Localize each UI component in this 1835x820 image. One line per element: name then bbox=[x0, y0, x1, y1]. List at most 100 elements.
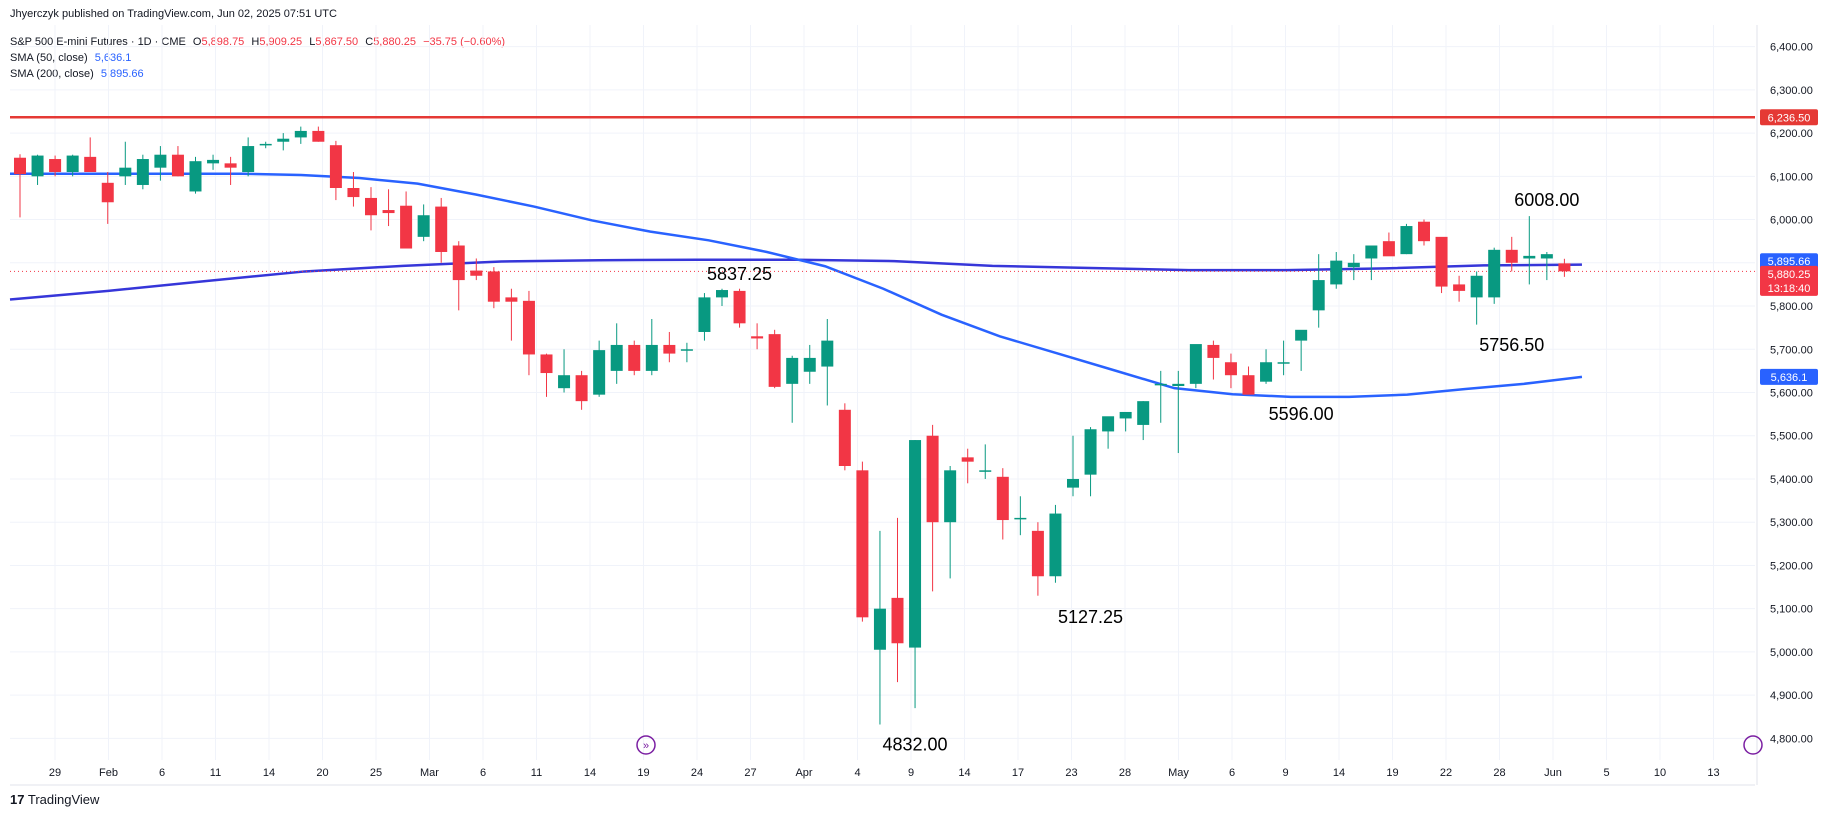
price-tag: 5,636.1 bbox=[1771, 372, 1808, 384]
y-tick-label: 5,400.00 bbox=[1770, 474, 1813, 486]
open-label: O bbox=[192, 36, 202, 48]
y-tick-label: 4,900.00 bbox=[1770, 690, 1813, 702]
candle-down bbox=[329, 145, 342, 188]
x-tick-label: 5 bbox=[1603, 767, 1609, 779]
price-annotation: 5596.00 bbox=[1269, 404, 1334, 424]
scroll-forward-icon[interactable] bbox=[636, 735, 656, 755]
candle-down bbox=[365, 197, 377, 216]
price-tag-bg bbox=[1760, 253, 1818, 270]
candle-up bbox=[979, 470, 992, 472]
candle-up bbox=[1330, 260, 1343, 285]
candle-up bbox=[645, 344, 658, 371]
candle-down bbox=[347, 187, 360, 198]
candle-up bbox=[1189, 344, 1202, 384]
candle-up bbox=[698, 297, 711, 332]
x-tick-label: 11 bbox=[210, 767, 221, 779]
candle-up bbox=[680, 349, 693, 351]
candle-up bbox=[1260, 362, 1273, 382]
x-tick-label: 27 bbox=[744, 767, 756, 779]
candle-up bbox=[1084, 429, 1097, 475]
candle-up bbox=[1119, 411, 1132, 419]
candle-up bbox=[1312, 280, 1325, 311]
y-tick-label: 5,300.00 bbox=[1770, 517, 1813, 529]
y-tick-label: 6,300.00 bbox=[1770, 85, 1813, 97]
x-tick-label: 19 bbox=[1386, 767, 1398, 779]
candle-up bbox=[119, 167, 132, 177]
candle-down bbox=[1505, 249, 1518, 263]
candle-up bbox=[1067, 478, 1079, 488]
candle-down bbox=[1418, 221, 1430, 242]
candle-up bbox=[1295, 329, 1308, 341]
price-annotation: 5837.25 bbox=[707, 264, 772, 284]
candle-down bbox=[926, 435, 939, 523]
price-tag-countdown: 13:18:40 bbox=[1768, 283, 1811, 295]
candle-up bbox=[189, 161, 202, 192]
price-chart[interactable]: 6,400.00 6,300.00 6,200.00 6,100.00 6,000.00… bbox=[0, 0, 1835, 790]
candle-up bbox=[944, 470, 957, 523]
y-tick-label: 5,100.00 bbox=[1770, 604, 1813, 616]
price-tag: 5,880.25 bbox=[1768, 269, 1811, 281]
candle-up bbox=[31, 155, 44, 177]
candle-up bbox=[1049, 513, 1062, 577]
x-tick-label: 14 bbox=[958, 767, 970, 779]
symbol-name[interactable]: S&P 500 E-mini Futures · 1D · CME bbox=[10, 36, 186, 48]
candle-down bbox=[14, 157, 26, 175]
tradingview-icon: 17 bbox=[10, 792, 25, 807]
y-tick-label: 5,600.00 bbox=[1770, 388, 1813, 400]
x-tick-label: Apr bbox=[795, 767, 812, 779]
change-value: −35.75 (−0.60%) bbox=[423, 36, 506, 48]
candle-up bbox=[873, 608, 886, 650]
x-tick-label: 6 bbox=[1229, 767, 1235, 779]
sma200-line bbox=[9, 258, 1582, 301]
sma200-legend[interactable]: SMA (200, close) 5,895.66 bbox=[10, 68, 148, 80]
candle-up bbox=[593, 350, 606, 395]
y-tick-label: 5,500.00 bbox=[1770, 431, 1813, 443]
candle-down bbox=[1207, 344, 1220, 358]
candle-down bbox=[1453, 284, 1466, 291]
publisher-line: Jhyerczyk published on TradingView.com, … bbox=[10, 8, 337, 20]
candle-down bbox=[1242, 375, 1255, 395]
x-tick-label: 14 bbox=[263, 767, 275, 779]
candle-up bbox=[294, 130, 307, 138]
x-tick-label: 22 bbox=[1440, 767, 1452, 779]
y-tick-label: 6,200.00 bbox=[1770, 128, 1813, 140]
brand-name: TradingView bbox=[27, 792, 100, 807]
candle-up bbox=[1400, 226, 1413, 255]
open-value: 5,898.75 bbox=[201, 36, 245, 48]
scroll-to-realtime-icon[interactable] bbox=[1743, 735, 1763, 755]
candle-down bbox=[961, 457, 974, 462]
sma200-value: 5,895.66 bbox=[100, 68, 144, 80]
candle-up bbox=[821, 340, 834, 367]
candle-up bbox=[1523, 255, 1536, 259]
candle-down bbox=[435, 206, 448, 252]
candle-down bbox=[84, 156, 97, 172]
price-annotation: 5756.50 bbox=[1479, 335, 1544, 355]
x-tick-label: Mar bbox=[420, 767, 439, 779]
high-value: 5,909.25 bbox=[259, 36, 303, 48]
close-label: C bbox=[365, 36, 374, 48]
x-tick-label: 14 bbox=[1333, 767, 1345, 779]
candle-up bbox=[1102, 416, 1115, 432]
candle-up bbox=[558, 375, 571, 389]
x-tick-label: 4 bbox=[854, 767, 860, 779]
x-tick-label: 28 bbox=[1119, 767, 1131, 779]
candle-down bbox=[628, 344, 641, 371]
sma50-legend[interactable]: SMA (50, close) 5,636.1 bbox=[10, 52, 135, 64]
candle-down bbox=[470, 270, 483, 276]
candle-up bbox=[610, 344, 623, 371]
x-tick-label: 23 bbox=[1065, 767, 1077, 779]
close-value: 5,880.25 bbox=[373, 36, 417, 48]
x-tick-label: 9 bbox=[1282, 767, 1288, 779]
candle-up bbox=[277, 138, 290, 142]
y-tick-label: 6,400.00 bbox=[1770, 42, 1813, 54]
x-tick-label: Jun bbox=[1544, 767, 1562, 779]
tradingview-logo[interactable]: 17 TradingView bbox=[10, 792, 99, 807]
high-label: H bbox=[251, 36, 260, 48]
candle-down bbox=[382, 210, 395, 214]
candle-down bbox=[1031, 530, 1044, 577]
candle-down bbox=[575, 375, 588, 402]
candle-up bbox=[1154, 383, 1167, 386]
candle-down bbox=[768, 334, 781, 387]
candle-down bbox=[838, 409, 851, 466]
candle-down bbox=[733, 290, 746, 324]
